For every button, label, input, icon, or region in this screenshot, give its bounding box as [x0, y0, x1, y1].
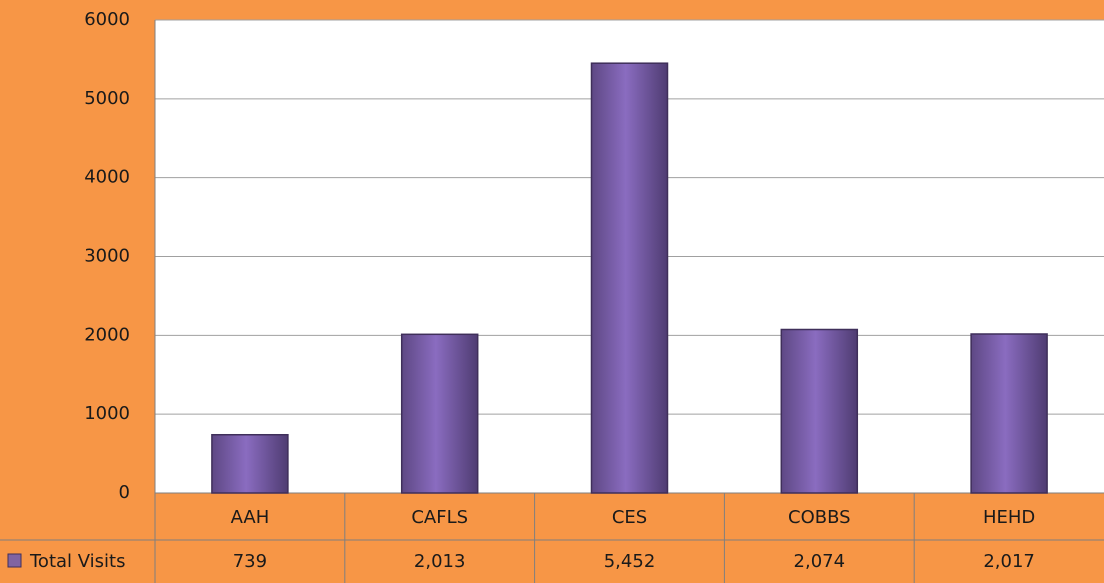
y-tick-label: 2000	[84, 324, 130, 345]
y-tick-label: 6000	[84, 9, 130, 30]
y-tick-label: 5000	[84, 88, 130, 109]
x-tick-label: CES	[612, 507, 647, 528]
legend-label: Total Visits	[29, 551, 126, 572]
bar	[590, 62, 669, 494]
table-value: 2,013	[414, 551, 466, 572]
y-tick-label: 1000	[84, 403, 130, 424]
y-tick-label: 4000	[84, 167, 130, 188]
bar	[970, 333, 1048, 494]
x-tick-label: CAFLS	[411, 507, 468, 528]
y-tick-label: 0	[119, 482, 130, 503]
bar	[400, 333, 479, 494]
table-value: 2,017	[983, 551, 1035, 572]
x-tick-label: COBBS	[788, 507, 851, 528]
legend-key	[7, 553, 22, 568]
table-value: 739	[233, 551, 267, 572]
bar	[780, 328, 859, 494]
x-tick-label: HEHD	[983, 507, 1035, 528]
table-value: 2,074	[794, 551, 846, 572]
y-tick-label: 3000	[84, 246, 130, 267]
x-tick-label: AAH	[231, 507, 270, 528]
bar	[211, 433, 289, 494]
table-value: 5,452	[604, 551, 656, 572]
